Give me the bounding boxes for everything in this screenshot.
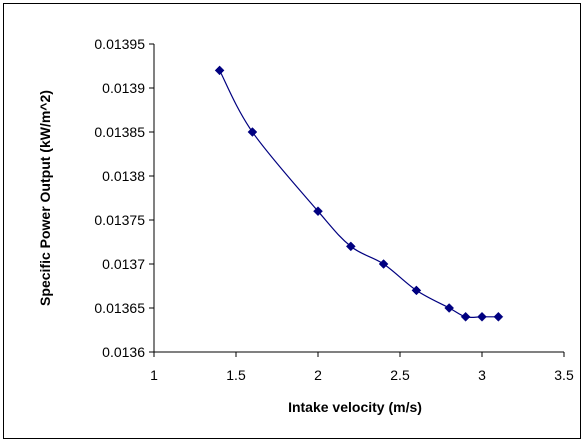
data-point-marker	[313, 206, 323, 217]
series-layer	[214, 65, 504, 322]
y-tick-label: 0.0136	[102, 344, 145, 360]
plot-area	[153, 44, 564, 353]
data-point-marker	[214, 65, 225, 76]
y-tick-label: 0.01385	[94, 124, 145, 140]
y-tick-label: 0.01365	[94, 300, 145, 316]
y-axis: 0.0136 0.01365 0.0137 0.01375 0.0138 0.01385 0…	[94, 36, 154, 360]
series-line	[219, 70, 499, 319]
y-tick-label: 0.0138	[102, 168, 145, 184]
y-tick-label: 0.0139	[102, 80, 145, 96]
x-axis-title: Intake velocity (m/s)	[288, 399, 422, 415]
chart-frame	[3, 3, 581, 439]
data-point-marker	[345, 241, 356, 252]
y-axis-title: Specific Power Output (kW/m^2)	[37, 90, 53, 306]
data-point-marker	[477, 311, 487, 322]
data-point-marker	[247, 127, 258, 137]
y-tick-label: 0.01395	[94, 36, 145, 52]
x-tick-label: 1	[150, 367, 158, 383]
x-axis: 1 1.5 2 2.5 3 3.5	[150, 352, 574, 383]
y-tick-label: 0.0137	[102, 256, 145, 272]
x-tick-label: 1.5	[226, 367, 246, 383]
data-point-marker	[444, 303, 455, 313]
data-point-marker	[411, 285, 422, 296]
data-point-marker	[493, 311, 504, 322]
x-tick-label: 2	[314, 367, 322, 383]
data-point-marker	[378, 259, 389, 269]
y-tick-label: 0.01375	[94, 212, 145, 228]
x-tick-label: 3.5	[554, 367, 574, 383]
x-tick-label: 2.5	[390, 367, 410, 383]
x-tick-label: 3	[478, 367, 486, 383]
data-point-marker	[460, 311, 471, 322]
